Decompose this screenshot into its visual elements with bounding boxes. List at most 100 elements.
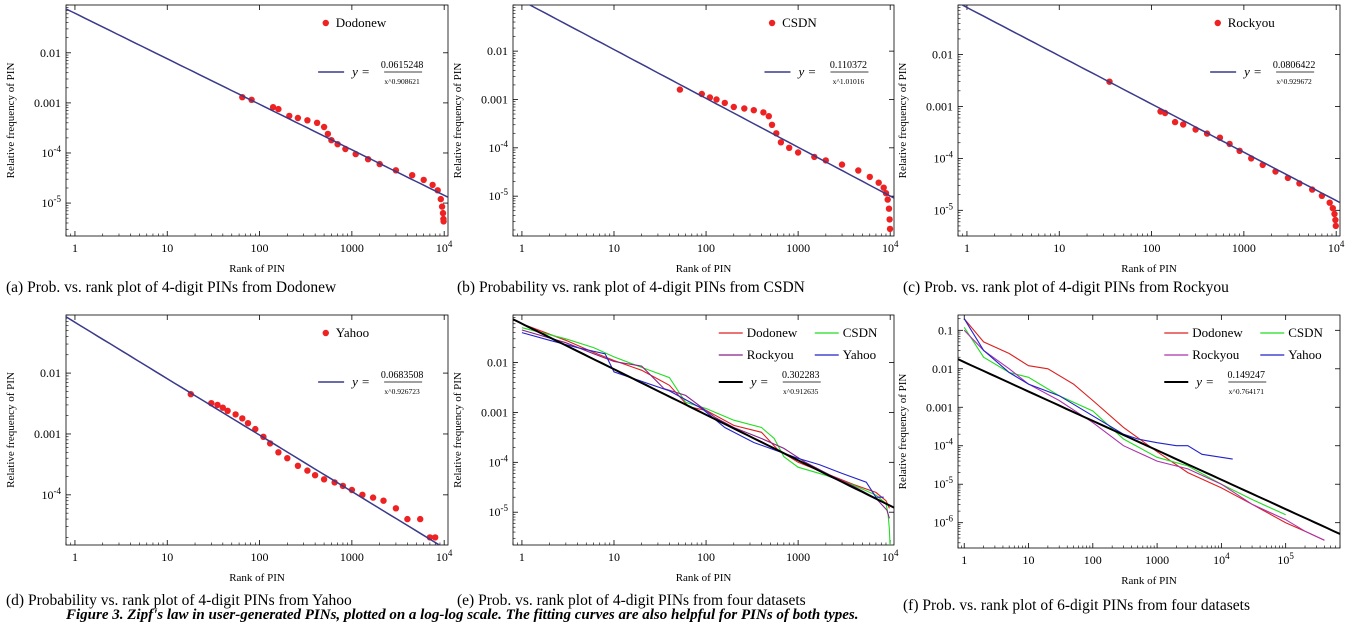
x-tick-label: 100: [697, 550, 715, 564]
data-point: [880, 184, 887, 191]
y-axis-label: Relative frequency of PIN: [5, 63, 17, 179]
data-point: [866, 173, 873, 181]
data-point: [417, 515, 424, 523]
data-point: [284, 455, 291, 462]
data-point: [1332, 216, 1339, 224]
data-point: [219, 404, 226, 411]
data-point: [741, 105, 748, 112]
series-line-yahoo: [521, 332, 884, 498]
x-tick-label: 10: [608, 241, 620, 255]
fit-line: [958, 358, 1340, 535]
fit-label-numerator: 0.0615248: [381, 60, 424, 71]
plot-frame: [512, 314, 895, 546]
data-point: [324, 130, 332, 138]
legend: Rockyou y = 0.0806422 x^0.929672: [1210, 15, 1315, 86]
data-point: [269, 104, 277, 111]
y-tick-label: 0.001: [34, 427, 61, 441]
legend-label: Yahoo: [843, 347, 876, 362]
y-tick-label: 0.01: [40, 46, 61, 60]
chart-2: 1 10 100 1000 104 0.01 0.001 10-4 10-5 Rank of PI…: [897, 4, 1345, 275]
plot-frame: [65, 4, 449, 237]
data-point: [438, 203, 446, 210]
y-tick-label: 10-4: [934, 437, 954, 453]
x-tick-label: 1000: [786, 550, 810, 564]
y-tick-label: 0.001: [481, 92, 508, 106]
fit-line: [66, 316, 441, 545]
data-point: [313, 119, 321, 127]
fit-label-numerator: 0.110372: [830, 60, 867, 71]
data-point: [750, 107, 757, 114]
legend-label: CSDN: [782, 15, 817, 30]
series-line-rockyou: [963, 329, 1325, 541]
data-point: [404, 515, 411, 523]
data-point: [794, 149, 802, 156]
x-tick-label: 1: [961, 553, 967, 567]
caption-b: (b) Probability vs. rank plot of 4-digit…: [457, 279, 805, 296]
data-point: [768, 121, 776, 128]
plot-frame: [957, 4, 1341, 237]
fit-label-y: y =: [796, 64, 816, 79]
data-point: [429, 181, 436, 189]
plot-frame: [512, 4, 895, 237]
x-tick-label: 100: [251, 241, 269, 255]
fit-label-y: y =: [1194, 374, 1214, 389]
y-tick-label: 0.01: [487, 44, 508, 58]
legend-marker: [322, 19, 329, 27]
x-tick-label: 104: [882, 239, 899, 255]
plot-area: [66, 8, 448, 225]
chart-5: 1 10 100 1000 104 105 0.1 0.01 0.001 10-4 10-5 10-6…: [897, 314, 1341, 587]
y-tick-label: 10-4: [42, 486, 62, 502]
fit-label-numerator: 0.0806422: [1273, 60, 1316, 71]
legend-fit-label: y = 0.0683508 x^0.926723: [350, 370, 423, 396]
data-point: [294, 462, 302, 469]
legend-label: Rockyou: [1192, 347, 1239, 362]
legend-fit-label: y = 0.149247 x^0.764171: [1194, 370, 1267, 396]
chart-1: 1 10 100 1000 104 0.01 0.001 10-4 10-5 Rank of PI…: [452, 4, 899, 275]
data-point: [320, 476, 328, 483]
data-point: [439, 209, 447, 217]
fit-label-denominator: x^0.908621: [384, 77, 420, 86]
x-tick-label: 100: [697, 241, 715, 255]
y-tick-label: 10-5: [489, 503, 509, 519]
fit-label-y: y =: [1242, 64, 1262, 79]
fit-line: [528, 5, 894, 199]
plot-area: [513, 318, 894, 545]
x-tick-label: 10: [161, 241, 173, 255]
data-point: [1332, 222, 1340, 230]
data-point: [392, 505, 400, 512]
x-tick-label: 10: [1023, 553, 1035, 567]
legend-label: Dodonew: [336, 15, 387, 30]
y-axis-label: Relative frequency of PIN: [897, 63, 909, 179]
y-tick-label: 10-4: [42, 144, 62, 160]
data-point: [294, 114, 302, 122]
legend-marker: [1214, 19, 1221, 27]
data-point: [676, 86, 684, 93]
x-tick-label: 1000: [786, 241, 810, 255]
legend-label: Dodonew: [747, 325, 798, 340]
plot-frame: [957, 314, 1341, 549]
x-tick-label: 10: [1053, 241, 1065, 255]
x-tick-label: 1: [72, 241, 78, 255]
fit-label-y: y =: [350, 64, 370, 79]
x-tick-label: 105: [1277, 551, 1294, 567]
data-point: [320, 123, 328, 131]
chart-4: 1 10 100 1000 104 0.01 0.001 10-4 10-5 Rank of PI…: [452, 314, 899, 584]
x-tick-label: 1: [519, 241, 525, 255]
x-axis-label: Rank of PIN: [1121, 575, 1177, 587]
legend-fit-label: y = 0.302283 x^0.912635: [749, 370, 821, 396]
y-tick-label: 0.01: [932, 48, 953, 62]
plot-area: [958, 318, 1340, 541]
data-point: [855, 167, 862, 174]
x-tick-label: 1: [519, 550, 525, 564]
fit-label-numerator: 0.302283: [782, 370, 820, 381]
legend-label: CSDN: [1288, 325, 1323, 340]
legend: Dodonew CSDN Rockyou Yahoo y = 0.149247 x^0.76…: [1164, 325, 1324, 396]
data-point: [348, 486, 356, 494]
fit-label-denominator: x^0.929672: [1276, 77, 1312, 86]
data-point: [1326, 199, 1333, 206]
legend-label: Yahoo: [1288, 347, 1321, 362]
y-axis-label: Relative frequency of PIN: [5, 372, 17, 488]
data-point: [224, 407, 231, 414]
x-axis-label: Rank of PIN: [676, 263, 732, 275]
y-tick-label: 0.001: [34, 96, 61, 110]
